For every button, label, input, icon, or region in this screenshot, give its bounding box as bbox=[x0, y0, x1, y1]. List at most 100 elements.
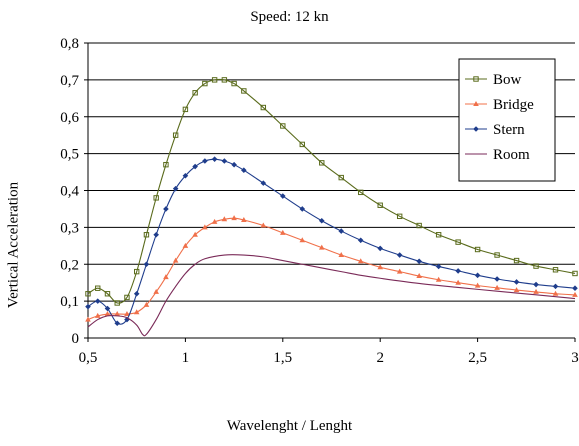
data-point bbox=[163, 206, 169, 212]
data-point bbox=[416, 222, 422, 229]
data-point bbox=[192, 163, 198, 170]
data-point bbox=[104, 311, 111, 317]
legend-marker bbox=[473, 101, 479, 106]
series-line bbox=[87, 158, 576, 325]
data-point bbox=[85, 316, 91, 322]
data-point bbox=[552, 283, 559, 290]
data-point bbox=[172, 257, 179, 263]
data-point bbox=[260, 104, 267, 111]
y-tick-label: 0,6 bbox=[60, 110, 79, 126]
data-point bbox=[552, 267, 559, 273]
data-point bbox=[513, 279, 520, 285]
data-point bbox=[533, 281, 539, 288]
data-point bbox=[211, 156, 218, 162]
data-point bbox=[133, 309, 140, 315]
series-room bbox=[87, 254, 576, 337]
data-point bbox=[318, 217, 325, 224]
data-point bbox=[104, 291, 111, 297]
data-point bbox=[202, 158, 208, 164]
data-point bbox=[104, 305, 111, 312]
legend-label: Stern bbox=[493, 122, 525, 138]
data-point bbox=[533, 288, 539, 294]
data-point bbox=[396, 268, 403, 274]
y-tick-label: 0,3 bbox=[60, 220, 79, 236]
data-point bbox=[318, 244, 325, 250]
data-point bbox=[552, 290, 559, 296]
data-point bbox=[231, 80, 237, 87]
data-point bbox=[435, 232, 442, 238]
y-tick-label: 0,7 bbox=[60, 73, 79, 89]
x-tick-label: 3 bbox=[571, 350, 579, 366]
data-point bbox=[231, 215, 237, 221]
data-point bbox=[455, 239, 461, 245]
data-point bbox=[221, 77, 228, 83]
data-point bbox=[260, 222, 267, 228]
data-point bbox=[221, 158, 228, 164]
data-point bbox=[241, 217, 247, 222]
legend-item: Bow bbox=[465, 72, 522, 88]
x-tick-label: 0,5 bbox=[79, 350, 98, 366]
data-point bbox=[182, 242, 189, 248]
data-point bbox=[338, 228, 345, 234]
data-point bbox=[338, 174, 344, 181]
legend-marker bbox=[473, 76, 479, 82]
legend-label: Room bbox=[493, 147, 530, 163]
data-point bbox=[241, 88, 247, 94]
series-line bbox=[87, 217, 576, 321]
chart-title: Speed: 12 kn bbox=[250, 9, 329, 25]
data-point bbox=[95, 285, 101, 291]
legend: Bow Bridge Stern Room bbox=[458, 58, 556, 182]
data-point bbox=[513, 257, 520, 264]
data-point bbox=[85, 303, 91, 310]
data-point bbox=[572, 291, 578, 297]
data-point bbox=[260, 180, 267, 186]
data-point bbox=[211, 77, 218, 83]
data-point bbox=[143, 301, 150, 307]
x-tick-label: 2 bbox=[376, 350, 384, 366]
data-point bbox=[143, 261, 150, 268]
legend-marker bbox=[473, 126, 479, 132]
data-point bbox=[153, 288, 159, 294]
y-tick-label: 0,8 bbox=[60, 36, 79, 52]
data-point bbox=[163, 274, 169, 280]
data-point bbox=[513, 287, 520, 293]
data-point bbox=[202, 80, 208, 87]
data-point bbox=[182, 172, 189, 179]
data-point bbox=[377, 245, 383, 252]
data-point bbox=[358, 189, 364, 196]
data-point bbox=[153, 195, 159, 201]
data-point bbox=[133, 290, 140, 297]
data-point bbox=[280, 193, 286, 199]
data-point bbox=[572, 270, 578, 277]
data-point bbox=[241, 167, 247, 174]
data-point bbox=[280, 229, 286, 235]
data-point bbox=[231, 161, 237, 168]
data-point bbox=[153, 231, 159, 238]
data-point bbox=[124, 311, 130, 317]
data-point bbox=[299, 206, 306, 212]
data-point bbox=[435, 263, 442, 270]
data-point bbox=[202, 224, 208, 230]
data-point bbox=[396, 213, 403, 220]
data-point bbox=[319, 160, 325, 166]
data-point bbox=[182, 106, 189, 113]
x-axis-label: Wavelenght / Lenght bbox=[226, 418, 353, 434]
data-point bbox=[474, 246, 481, 253]
data-point bbox=[572, 285, 578, 292]
series-line bbox=[87, 78, 576, 304]
data-point bbox=[474, 272, 481, 279]
x-tick-label: 2,5 bbox=[468, 350, 487, 366]
data-point bbox=[416, 258, 422, 265]
data-point bbox=[172, 185, 179, 192]
data-point bbox=[299, 237, 306, 243]
data-point bbox=[494, 252, 500, 258]
y-tick-label: 0,1 bbox=[60, 294, 79, 310]
legend-label: Bridge bbox=[493, 97, 534, 113]
legend-label: Bow bbox=[493, 72, 522, 88]
data-point bbox=[357, 237, 364, 244]
data-point bbox=[211, 218, 218, 224]
data-point bbox=[114, 300, 120, 306]
series-bow bbox=[85, 77, 578, 306]
